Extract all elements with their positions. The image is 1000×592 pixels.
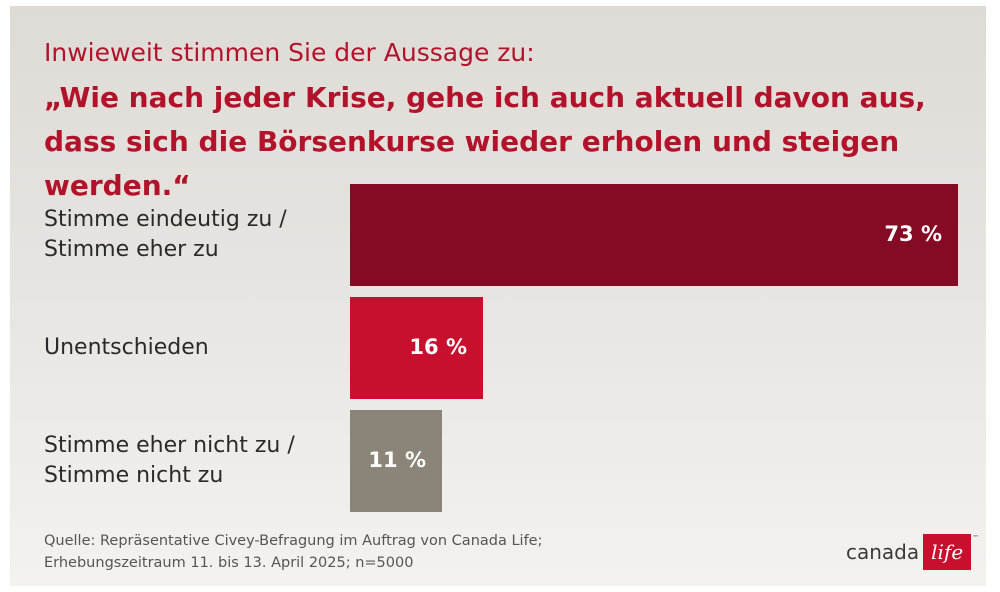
canada-life-logo: canada life ™ [846,534,979,570]
category-label: Unentschieden [44,335,209,360]
logo-trademark: ™ [972,534,980,542]
category-label: Stimme eindeutig zu / Stimme eher zu [44,207,287,262]
infographic-card: Inwieweit stimmen Sie der Aussage zu: „W… [10,6,986,586]
category-label: Stimme eher nicht zu / Stimme nicht zu [44,433,295,488]
bar [350,410,442,512]
logo-life-box: life [923,534,972,570]
chart-title: „Wie nach jeder Krise, gehe ich auch akt… [44,81,926,202]
chart-subtitle: Inwieweit stimmen Sie der Aussage zu: [44,38,535,67]
source-note: Quelle: Repräsentative Civey-Befragung i… [44,533,543,571]
bar [350,184,958,286]
bar-value-label: 11 % [368,448,426,472]
logo-wordmark: canada [846,540,920,564]
bar-value-label: 73 % [884,222,942,246]
bar-value-label: 16 % [409,335,467,359]
bar [350,297,483,399]
